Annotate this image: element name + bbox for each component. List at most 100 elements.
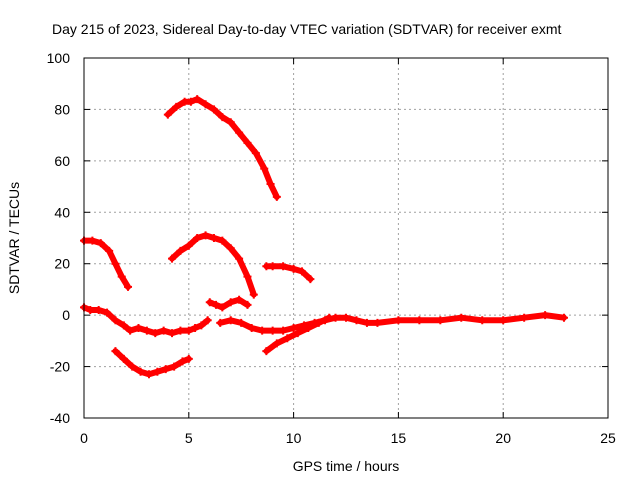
data-point-marker <box>111 316 120 325</box>
x-axis-title: GPS time / hours <box>293 458 400 474</box>
x-tick-label: 20 <box>495 430 511 446</box>
y-tick-label: -40 <box>50 410 70 426</box>
data-point-marker <box>163 110 172 119</box>
x-tick-label: 5 <box>185 430 193 446</box>
x-tick-label: 0 <box>80 430 88 446</box>
data-point-marker <box>520 313 529 322</box>
data-point-marker <box>205 298 214 307</box>
series-arc-3-line <box>112 348 192 378</box>
data-point-marker <box>94 306 103 314</box>
data-point-marker <box>249 290 258 299</box>
data-point-marker <box>436 316 445 325</box>
plot-frame <box>83 57 609 419</box>
x-tick-label: 25 <box>600 430 616 446</box>
data-point-marker <box>297 267 306 276</box>
data-point-marker <box>209 105 218 114</box>
data-point-marker <box>235 254 244 263</box>
data-point-marker <box>325 313 334 322</box>
data-point-marker <box>226 244 235 253</box>
data-point-marker <box>279 262 288 271</box>
data-point-marker <box>218 113 227 122</box>
data-point-marker <box>226 298 235 307</box>
y-tick-label: 80 <box>54 101 70 117</box>
data-point-marker <box>203 316 212 325</box>
data-point-marker <box>226 316 235 325</box>
data-point-marker <box>172 102 181 111</box>
x-tick-label: 10 <box>286 430 302 446</box>
data-point-marker <box>161 365 170 374</box>
data-point-marker <box>394 316 403 325</box>
data-point-marker <box>268 262 277 271</box>
data-point-marker <box>117 272 126 281</box>
y-tick-label: 40 <box>54 204 70 220</box>
series-group <box>80 95 568 379</box>
data-point-marker <box>541 311 550 320</box>
data-point-marker <box>272 339 281 348</box>
data-point-marker <box>153 367 162 376</box>
data-point-marker <box>111 347 120 356</box>
x-axis: 0 5 10 15 20 25 <box>80 58 616 446</box>
data-point-marker <box>193 95 202 104</box>
chart-title: Day 215 of 2023, Sidereal Day-to-day VTE… <box>52 21 561 37</box>
data-point-marker <box>352 316 361 325</box>
data-point-marker <box>184 354 193 363</box>
data-point-marker <box>218 236 227 245</box>
data-point-marker <box>184 241 193 250</box>
data-point-marker <box>186 97 195 106</box>
data-point-marker <box>478 316 487 325</box>
data-point-marker <box>279 326 288 335</box>
data-point-marker <box>168 254 177 263</box>
data-point-marker <box>136 367 145 376</box>
y-tick-label: -20 <box>50 359 70 375</box>
data-point-marker <box>209 234 218 242</box>
data-point-marker <box>88 236 97 245</box>
data-point-marker <box>134 324 143 332</box>
grid <box>84 58 608 418</box>
data-point-marker <box>201 231 210 240</box>
data-point-marker <box>251 149 260 158</box>
data-point-marker <box>559 313 568 322</box>
data-point-marker <box>499 316 508 325</box>
data-point-marker <box>266 180 275 188</box>
data-point-marker <box>216 318 225 327</box>
y-tick-label: 0 <box>62 307 70 323</box>
data-point-marker <box>178 357 187 366</box>
data-point-marker <box>262 347 271 356</box>
data-point-marker <box>151 329 160 338</box>
data-point-marker <box>289 264 298 273</box>
data-point-marker <box>258 326 267 335</box>
data-point-marker <box>201 100 210 109</box>
y-axis-title: SDTVAR / TECUs <box>6 182 22 294</box>
data-point-marker <box>144 370 153 379</box>
data-point-marker <box>168 329 177 338</box>
data-point-marker <box>268 326 277 335</box>
data-point-marker <box>457 313 466 322</box>
data-point-marker <box>142 326 151 335</box>
data-point-marker <box>105 246 114 255</box>
data-point-marker <box>243 138 252 147</box>
data-point-marker <box>247 324 256 332</box>
data-point-marker <box>235 295 244 304</box>
data-point-marker <box>119 354 128 363</box>
data-point-marker <box>191 324 200 332</box>
data-point-marker <box>243 272 252 281</box>
y-tick-label: 100 <box>47 50 71 66</box>
data-point-marker <box>111 259 120 268</box>
data-point-marker <box>415 316 424 325</box>
data-point-marker <box>283 334 292 343</box>
data-point-marker <box>170 362 179 371</box>
data-point-marker <box>193 234 202 242</box>
data-point-marker <box>212 300 221 309</box>
y-tick-label: 20 <box>54 256 70 272</box>
data-point-marker <box>159 326 168 335</box>
data-point-marker <box>176 326 185 335</box>
data-point-marker <box>362 318 371 327</box>
x-tick-label: 15 <box>391 430 407 446</box>
data-point-marker <box>218 303 227 312</box>
data-point-marker <box>243 300 252 309</box>
data-point-marker <box>86 306 95 314</box>
data-point-marker <box>184 326 193 335</box>
data-point-marker <box>314 318 323 327</box>
